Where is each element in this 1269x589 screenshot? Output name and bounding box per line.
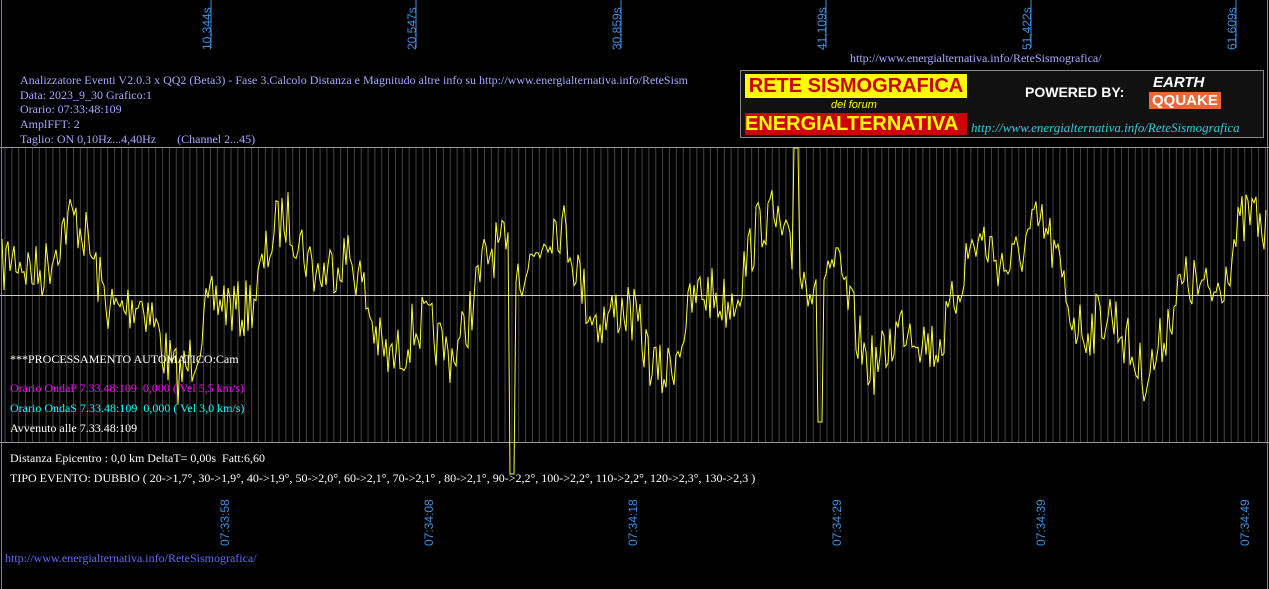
seconds-label: 61,609s (1225, 7, 1239, 50)
logo-name: ENERGIALTERNATIVA (745, 113, 967, 135)
header-line: Analizzatore Eventi V2.0.3 x QQ2 (Beta3)… (20, 73, 688, 87)
time-label: 07:34:39 (1034, 499, 1048, 546)
distanza: Distanza Epicentro : 0,0 km DeltaT= 0,00… (10, 451, 266, 465)
top-url: http://www.energialternativa.info/ReteSi… (850, 51, 1102, 65)
time-label: 07:34:49 (1238, 499, 1252, 546)
header-line: AmplFFT: 2 (20, 117, 80, 132)
onda-s: Orario OndaS 7.33.48:109 0,000 ( Vel 3,0… (10, 401, 245, 415)
header-line: Data: 2023_9_30 Grafico:1 (20, 87, 152, 102)
logo-url: http://www.energialternativa.info/ReteSi… (971, 120, 1240, 135)
tipo-evento: TIPO EVENTO: DUBBIO ( 20->1,7°, 30->1,9°… (10, 471, 756, 485)
time-label: 07:34:29 (830, 499, 844, 546)
logo-title: RETE SISMOGRAFICA (745, 74, 967, 98)
onda-p: Orario OndaP 7.33.48:109 0,000 ( Vel 5,5… (10, 381, 244, 395)
brand-top: EARTH (1153, 74, 1205, 91)
logo: RETE SISMOGRAFICA del forum ENERGIALTERN… (740, 70, 1264, 138)
seismic-trace (1, 147, 1267, 475)
time-label: 07:34:18 (626, 499, 640, 546)
logo-subtitle: del forum (831, 99, 877, 111)
footer-url: http://www.energialternativa.info/ReteSi… (5, 551, 257, 565)
seconds-label: 30,859s (610, 7, 624, 50)
seconds-label: 10,344s (200, 7, 214, 50)
brand-bottom: QQUAKE (1149, 92, 1221, 109)
seconds-label: 41,109s (815, 7, 829, 50)
logo-powered: POWERED BY: (1025, 84, 1125, 100)
time-label: 07:33:58 (218, 499, 232, 546)
time-label: 07:34:08 (422, 499, 436, 546)
processing: ***PROCESSAMENTO AUTOMATICO:Cam (10, 352, 239, 366)
header-line: Taglio: ON 0,10Hz...4,40Hz (Channel 2...… (20, 131, 256, 146)
avvenuto: Avvenuto alle 7.33.48:109 (10, 421, 138, 435)
header-line: Orario: 07:33:48:109 (20, 102, 122, 117)
seconds-label: 51,422s (1020, 7, 1034, 50)
seconds-label: 20,547s (405, 7, 419, 50)
